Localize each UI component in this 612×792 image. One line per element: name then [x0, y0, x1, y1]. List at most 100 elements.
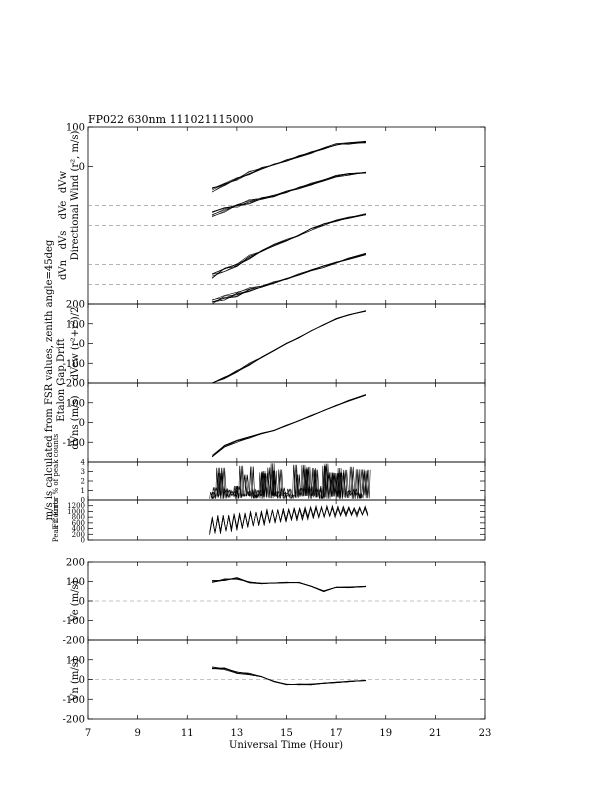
series-line-fit-error: [212, 463, 371, 500]
y-axis-label: Peak Counts: [52, 498, 60, 543]
y-tick-label: 200: [66, 558, 85, 569]
series-line-Ve: [212, 577, 366, 592]
series-line-dVw: [212, 140, 366, 189]
y-tick-label: 600: [72, 519, 85, 527]
series-line-dVe: [211, 171, 366, 218]
y-tick-label: 100: [66, 655, 85, 666]
x-tick-label: 21: [429, 728, 442, 739]
series-line-dVw: [212, 141, 366, 189]
y-tick-label: -100: [63, 359, 85, 370]
y-tick-label: -200: [63, 379, 85, 390]
y-tick-label: 400: [72, 525, 85, 533]
y-axis-label: Vn (m/s): [70, 658, 81, 702]
y-tick-label: 800: [72, 514, 85, 522]
y-tick-label: 100: [66, 398, 85, 409]
y-tick-label: 100: [66, 319, 85, 330]
y-tick-label: 200: [72, 531, 85, 539]
series-line-dVn: [211, 254, 366, 305]
series-line-dVns: [211, 394, 366, 457]
x-tick-label: 11: [181, 728, 194, 739]
sub-label-dVe: dVe: [58, 201, 69, 220]
y-axis-label: Fit Error % of peak counts: [52, 433, 60, 528]
series-line-Vn: [212, 667, 366, 685]
series-line-dVn: [212, 254, 366, 303]
series-line-dVns: [211, 394, 366, 457]
panel-frame: [87, 382, 486, 463]
x-tick-label: 23: [479, 728, 492, 739]
series-line-dVs: [211, 213, 366, 279]
y-tick-label: 2: [81, 478, 85, 486]
x-tick-label: 19: [379, 728, 392, 739]
series-line-dVs: [212, 214, 366, 275]
y-tick-label: -100: [63, 438, 85, 449]
series-line-fit-error: [209, 463, 368, 500]
series-line-fit-error: [210, 463, 369, 500]
y-tick-label: 0: [81, 537, 85, 545]
series-line-Ve: [212, 579, 366, 592]
y-tick-label: 0: [79, 597, 85, 608]
panel-ve: 200 100 0 -100 -200 Ve (m/s): [63, 558, 486, 647]
sub-label-dVw: dVw: [58, 170, 69, 193]
y-tick-label: 100: [66, 123, 85, 134]
series-line-dVw: [211, 141, 366, 193]
y-tick-label: 100: [66, 577, 85, 588]
y-tick-label: 1: [81, 487, 85, 495]
y-tick-label: 1200: [67, 502, 85, 510]
y-tick-label: 3: [81, 468, 85, 476]
y-axis-label: dVns (m/s): [70, 395, 81, 449]
sub-label-dVn: dVn: [58, 259, 69, 280]
y-axis-label: Directional Wind (r², m/s): [70, 131, 81, 261]
x-axis: 7 9 11 13 15 17 19 21 23: [85, 728, 492, 739]
series-line-Ve: [212, 578, 366, 592]
shared-ylabel-1: m/s is calculated from FSR values, zenit…: [44, 239, 55, 520]
x-axis-label: Universal Time (Hour): [229, 740, 343, 751]
sub-label-dVs: dVs: [58, 231, 69, 250]
x-tick-label: 7: [85, 728, 91, 739]
x-tick-label: 15: [280, 728, 293, 739]
x-tick-label: 13: [231, 728, 244, 739]
series-line-dVs: [211, 214, 366, 279]
series-line-dVs: [211, 214, 366, 279]
series-line-dVw: [211, 142, 366, 189]
series-line-dVn: [212, 253, 366, 301]
x-tick-label: 17: [330, 728, 343, 739]
series-line-dVe: [212, 172, 366, 213]
series-line-dVew: [212, 310, 366, 384]
series-line-peak-counts: [209, 506, 369, 536]
y-tick-label: 4: [81, 459, 86, 467]
series-line-dVns: [211, 394, 366, 457]
series-line-dVn: [212, 253, 366, 300]
series-line-Ve: [212, 578, 366, 592]
y-tick-label: -100: [63, 616, 85, 627]
series-line-dVw: [211, 141, 366, 191]
series-line-Ve: [212, 577, 366, 592]
series-line-dVns: [211, 394, 366, 457]
series-line-dVw: [211, 141, 366, 193]
y-tick-label: 200: [66, 300, 85, 311]
series-line-dVns: [211, 395, 366, 458]
y-tick-label: -200: [63, 715, 85, 726]
y-tick-label: 1000: [67, 508, 85, 516]
shared-ylabel-2: Etalon Gap Drift: [56, 338, 67, 421]
series-line-Ve: [212, 577, 366, 592]
y-tick-label: 0: [79, 339, 85, 350]
y-tick-label: 0: [81, 497, 85, 505]
y-tick-label: 0: [79, 162, 85, 173]
panel-frame: [87, 126, 486, 305]
y-axis-label: dVew (r²+r²)/2: [70, 307, 81, 381]
figure-title: FP022 630nm 111021115000: [88, 113, 254, 126]
y-tick-label: 0: [79, 418, 85, 429]
x-tick-label: 9: [134, 728, 140, 739]
panel-vn: 100 0 -100 -200 Vn (m/s): [63, 639, 486, 726]
panel-fit-error: 43 21 0 Fit Error % of peak counts: [52, 433, 486, 528]
series-line-peak-counts: [209, 504, 369, 533]
y-tick-label: 0: [79, 675, 85, 686]
y-tick-label: -100: [63, 695, 85, 706]
series-line-dVns: [211, 394, 366, 457]
